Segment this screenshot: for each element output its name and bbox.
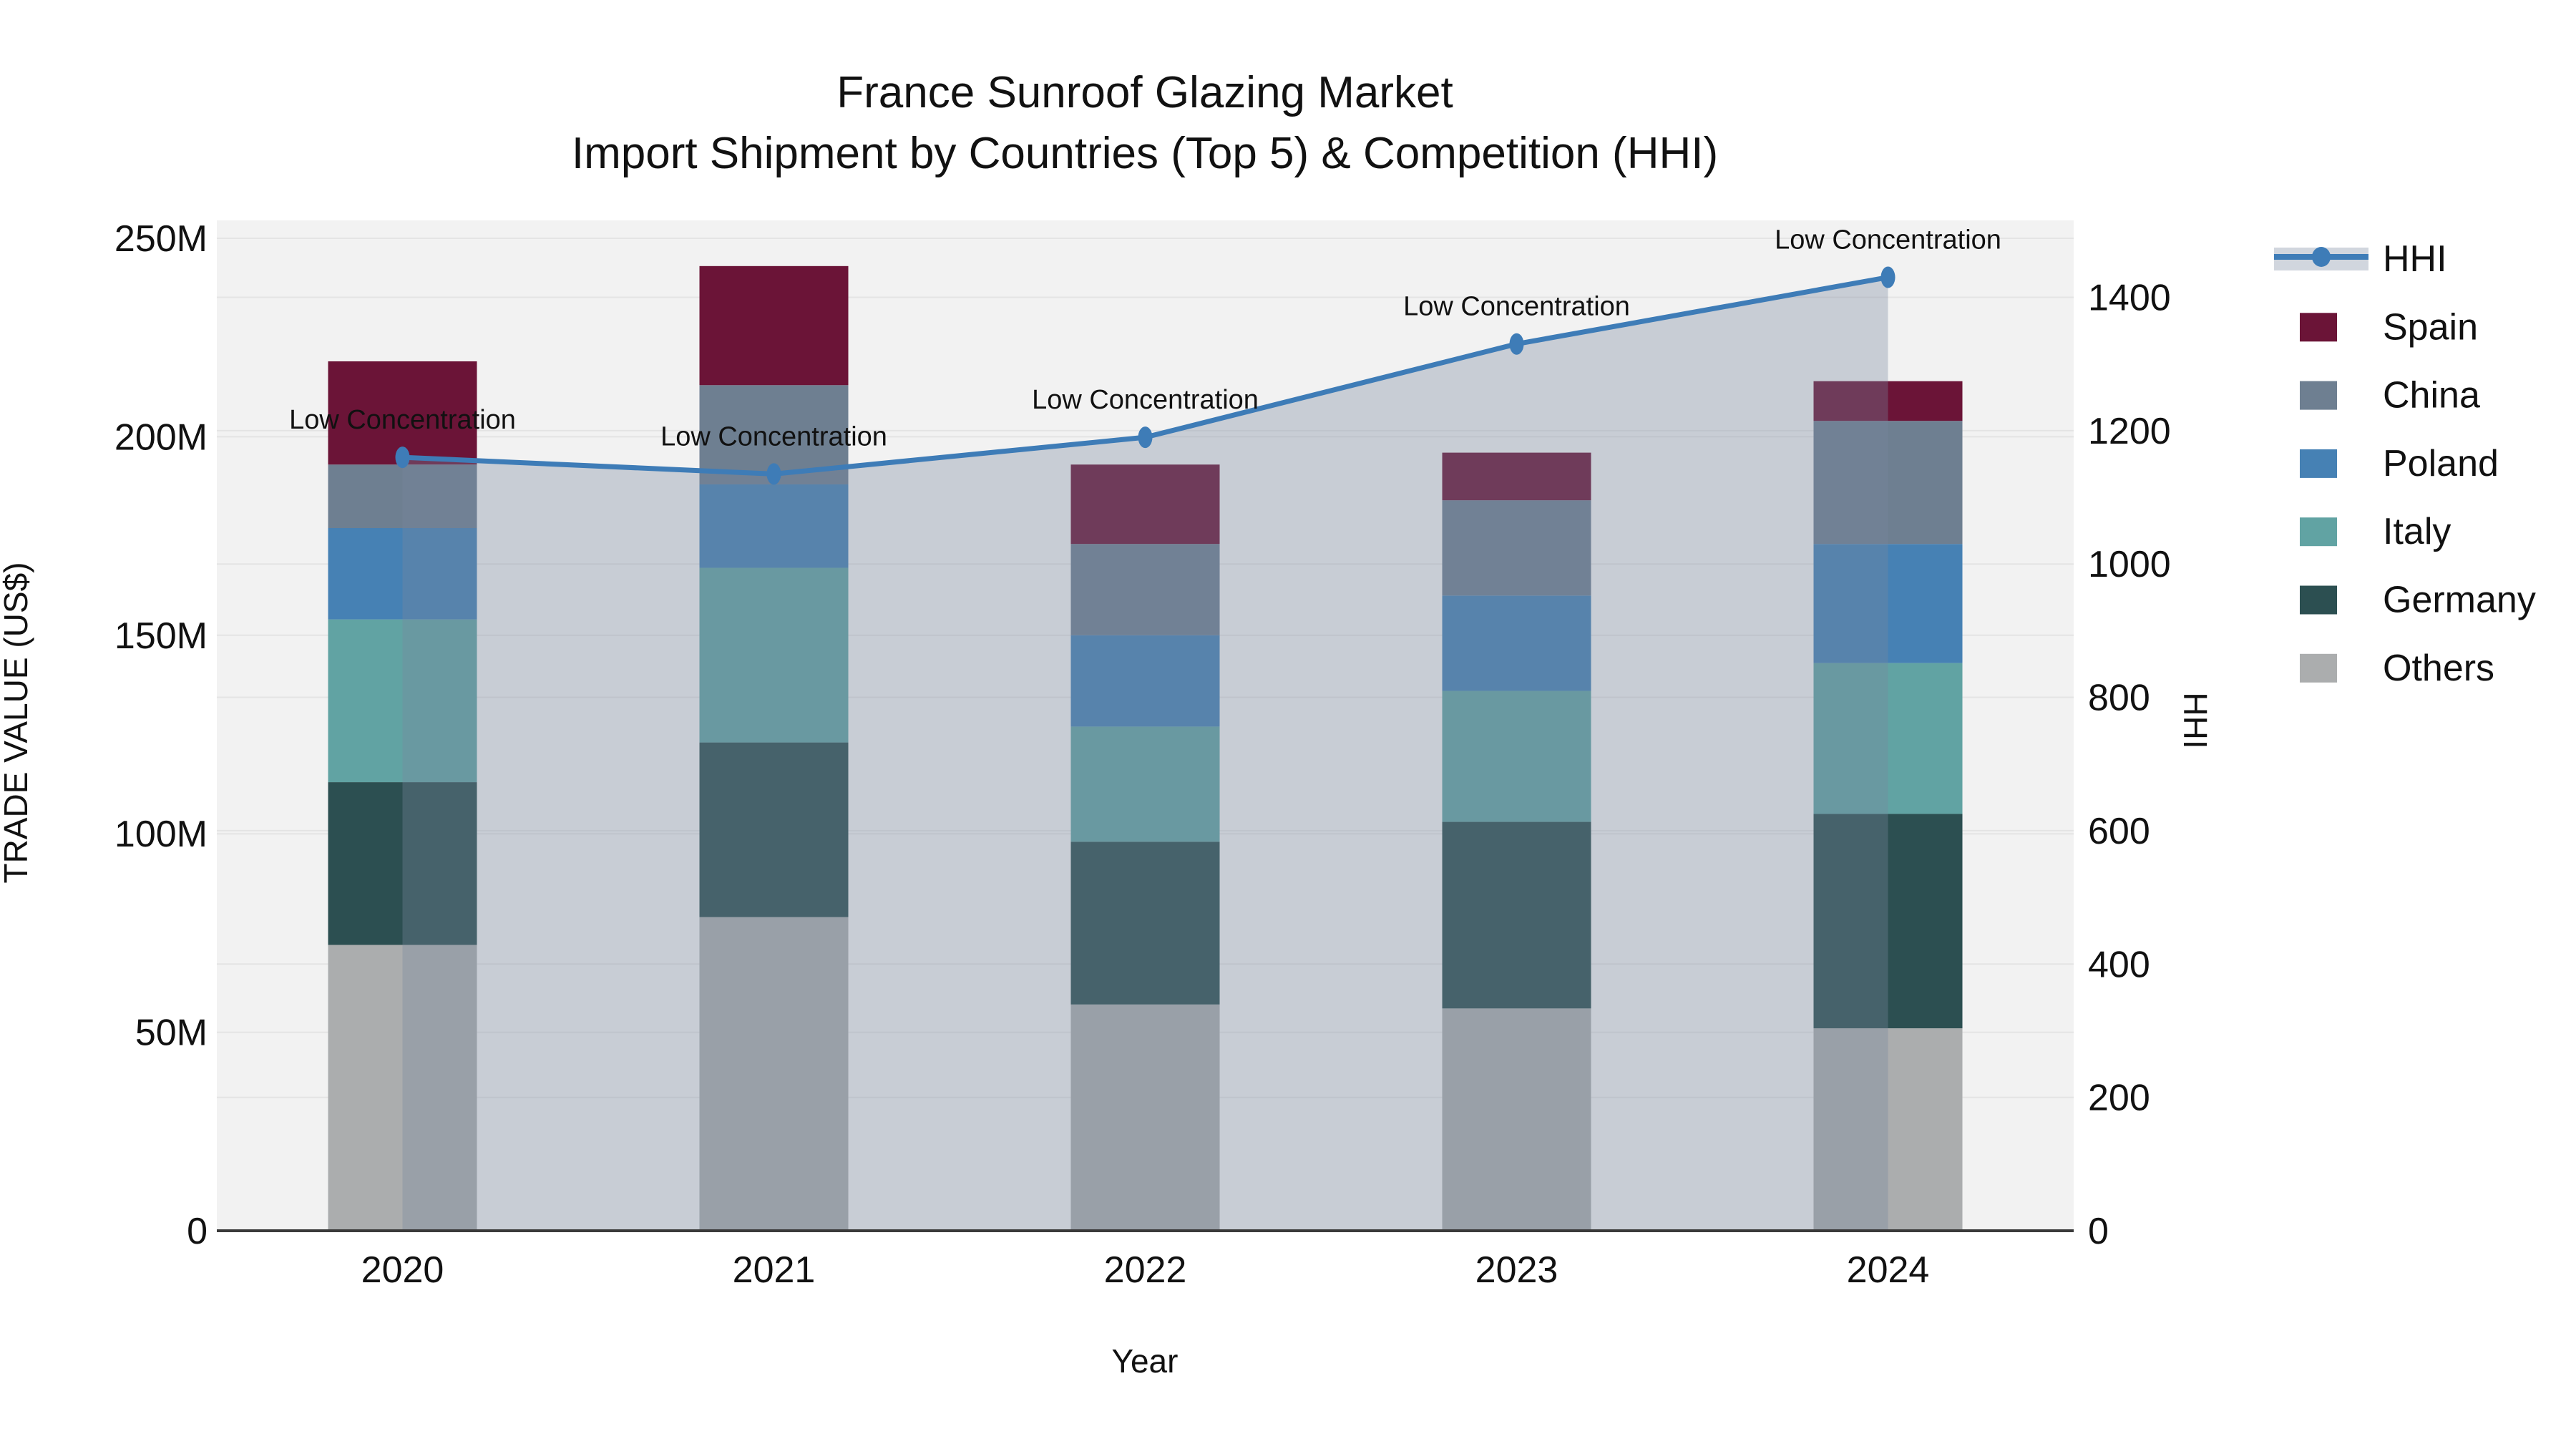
legend-item-poland: Poland <box>2300 443 2499 484</box>
y-left-tick-50M: 50M <box>135 1013 208 1054</box>
legend-swatch-germany <box>2300 585 2337 615</box>
y-left-axis-title: TRADE VALUE (US$) <box>0 562 34 883</box>
legend-label-china: China <box>2383 375 2480 416</box>
legend-swatch-poland <box>2300 449 2337 478</box>
bar-segment-germany-2021 <box>699 742 849 917</box>
hhi-marker-2022 <box>1138 426 1153 449</box>
legend-swatch-china <box>2300 381 2337 410</box>
bar-segment-china-2020 <box>328 464 477 529</box>
bar-segment-china-2022 <box>1070 544 1220 635</box>
legend-item-china: China <box>2300 375 2480 416</box>
bar-segment-italy-2022 <box>1070 726 1220 842</box>
y-right-tick-800: 800 <box>2088 678 2150 719</box>
y-left-tick-150M: 150M <box>114 615 208 657</box>
hhi-area-fill <box>402 277 1888 1231</box>
legend-label-others: Others <box>2383 648 2494 689</box>
legend-item-germany: Germany <box>2300 580 2536 621</box>
annotation-2020: Low Concentration <box>289 405 516 435</box>
legend-swatch-others <box>2300 653 2337 683</box>
bar-segment-italy-2023 <box>1442 691 1591 822</box>
y-right-tick-600: 600 <box>2088 811 2150 852</box>
legend-item-hhi: HHI <box>2274 238 2447 280</box>
bar-segment-italy-2021 <box>699 567 849 743</box>
x-tick-2021: 2021 <box>733 1249 816 1291</box>
bar-segment-germany-2023 <box>1442 821 1591 1009</box>
bar-segment-germany-2022 <box>1070 841 1220 1005</box>
hhi-marker-2021 <box>766 463 781 485</box>
legend-label-poland: Poland <box>2383 443 2499 484</box>
bar-segment-others-2020 <box>328 945 477 1231</box>
hhi-marker-2024 <box>1880 266 1896 288</box>
annotation-2022: Low Concentration <box>1032 385 1259 415</box>
bar-segment-china-2024 <box>1813 421 1963 545</box>
bar-segment-spain-2021 <box>699 265 849 386</box>
legend-item-italy: Italy <box>2300 511 2451 552</box>
bar-segment-others-2022 <box>1070 1004 1220 1231</box>
bar-segment-spain-2023 <box>1442 452 1591 501</box>
bar-segment-others-2023 <box>1442 1008 1591 1231</box>
y-right-tick-400: 400 <box>2088 944 2150 985</box>
y-right-tick-0: 0 <box>2088 1211 2109 1252</box>
bar-segment-spain-2022 <box>1070 464 1220 545</box>
y-right-tick-1200: 1200 <box>2088 411 2171 452</box>
y-right-tick-1000: 1000 <box>2088 544 2171 585</box>
y-left-tick-0: 0 <box>187 1211 208 1252</box>
bar-segment-poland-2021 <box>699 484 849 568</box>
y-right-axis-title: HHI <box>2177 692 2214 748</box>
legend: HHI Spain China Poland Italy Germany Others <box>2274 238 2536 689</box>
bar-segment-china-2023 <box>1442 500 1591 596</box>
annotation-2024: Low Concentration <box>1775 225 2001 255</box>
x-axis-title: Year <box>1112 1342 1179 1380</box>
legend-item-others: Others <box>2300 648 2494 689</box>
chart-title-line1: France Sunroof Glazing Market <box>836 68 1453 117</box>
legend-hhi-marker <box>2312 247 2331 267</box>
annotation-2021: Low Concentration <box>660 421 887 452</box>
legend-label-spain: Spain <box>2383 306 2478 348</box>
bar-segment-others-2024 <box>1813 1028 1963 1231</box>
chart-title-line2: Import Shipment by Countries (Top 5) & C… <box>572 129 1718 178</box>
hhi-marker-2020 <box>395 447 410 469</box>
y-left-tick-200M: 200M <box>114 416 208 458</box>
bar-segment-spain-2024 <box>1813 381 1963 421</box>
y-left-tick-100M: 100M <box>114 814 208 855</box>
legend-swatch-spain <box>2300 313 2337 342</box>
x-tick-2023: 2023 <box>1475 1249 1558 1291</box>
bar-segment-italy-2024 <box>1813 663 1963 814</box>
x-tick-2024: 2024 <box>1847 1249 1930 1291</box>
legend-item-spain: Spain <box>2300 306 2478 348</box>
annotation-2023: Low Concentration <box>1403 292 1630 322</box>
x-tick-2020: 2020 <box>361 1249 444 1291</box>
bar-segment-italy-2020 <box>328 619 477 783</box>
y-right-tick-200: 200 <box>2088 1078 2150 1119</box>
legend-label-italy: Italy <box>2383 511 2451 552</box>
legend-swatch-italy <box>2300 517 2337 547</box>
bar-segment-poland-2023 <box>1442 595 1591 691</box>
bar-segment-germany-2024 <box>1813 814 1963 1029</box>
bar-segment-germany-2020 <box>328 782 477 945</box>
bar-segment-poland-2022 <box>1070 635 1220 727</box>
legend-label-germany: Germany <box>2383 580 2536 621</box>
bar-segment-poland-2024 <box>1813 544 1963 663</box>
bar-segment-others-2021 <box>699 917 849 1231</box>
y-left-tick-250M: 250M <box>114 218 208 260</box>
hhi-marker-2023 <box>1509 333 1524 355</box>
y-right-tick-1400: 1400 <box>2088 277 2171 318</box>
plot-area: Low Concentration Low Concentration Low Co… <box>114 218 2171 1291</box>
legend-label-hhi: HHI <box>2383 238 2447 280</box>
x-tick-2022: 2022 <box>1104 1249 1187 1291</box>
bar-segment-poland-2020 <box>328 528 477 620</box>
